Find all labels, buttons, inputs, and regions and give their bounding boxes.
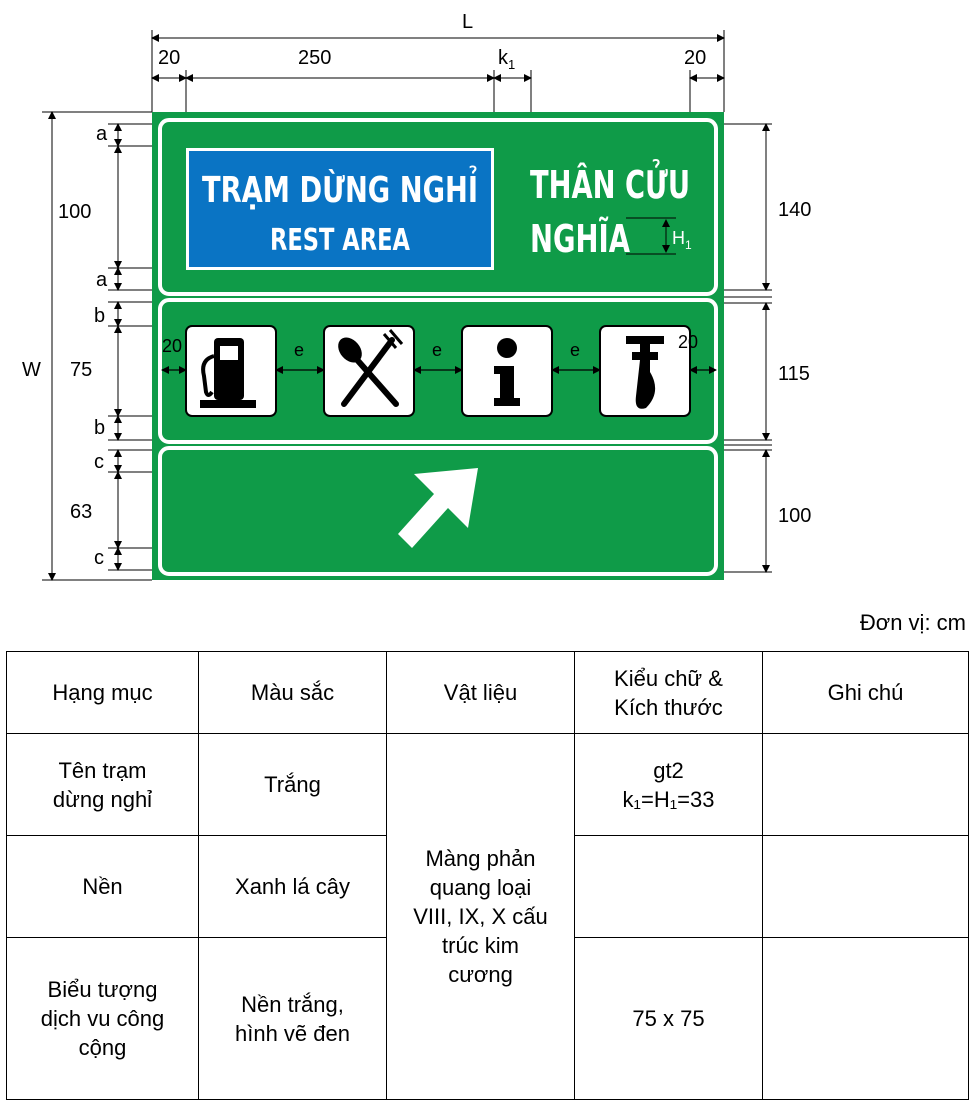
cell-text: trúc kim <box>442 933 519 958</box>
icon-spacing-e2: e <box>432 340 442 360</box>
cell-text: k₁=H₁=33 <box>622 786 715 812</box>
panel-bottom <box>158 446 718 576</box>
dim-W: W <box>22 359 41 381</box>
dim-panel3: 100 <box>778 505 811 527</box>
station-name-line1: THÂN CỬU <box>530 159 690 207</box>
dim-L: L <box>462 11 473 33</box>
road-sign: TRẠM DỪNG NGHỈ REST AREA THÂN CỬU NGHĨA … <box>152 112 724 580</box>
spec-table: Hạng mục Màu sắc Vật liệu Kiểu chữ & Kíc… <box>6 651 969 1100</box>
rest-area-subtitle: REST AREA <box>270 223 411 258</box>
cell-note <box>762 937 969 1100</box>
panel-top <box>158 118 718 296</box>
cell-font: 75 x 75 <box>574 937 763 1100</box>
dim-a-top: a <box>96 123 108 145</box>
dim-a-bottom: a <box>96 269 108 291</box>
cell-text: Nền trắng, <box>241 991 344 1017</box>
cell-color: Nền trắng, hình vẽ đen <box>198 937 387 1100</box>
sign-diagram: L 20 250 k1 20 W a 100 a b 75 b c <box>22 11 811 581</box>
header-item: Hạng mục <box>6 651 199 734</box>
fuel-pump-icon <box>185 325 277 417</box>
rest-area-box <box>189 151 491 267</box>
left-dimensions <box>42 111 152 581</box>
cell-text: dịch vu công <box>40 1006 165 1031</box>
header-color: Màu sắc <box>198 651 387 734</box>
right-dimensions <box>724 123 772 573</box>
cell-text: Biểu tượng <box>47 977 158 1002</box>
header-material: Vật liệu <box>386 651 575 734</box>
dim-c-bottom: c <box>94 547 104 569</box>
dim-right-margin: 20 <box>684 47 706 69</box>
cell-text: quang loại <box>429 875 532 900</box>
cell-item: Biểu tượng dịch vu công cộng <box>6 937 199 1100</box>
dim-c-top: c <box>94 451 104 473</box>
unit-label: Đơn vị: cm <box>859 610 966 635</box>
cell-material: Màng phản quang loại VIII, IX, X cấu trú… <box>386 733 575 1100</box>
info-icon <box>461 325 553 417</box>
h1-dimension <box>626 217 676 255</box>
icon-spacing-e1: e <box>294 340 304 360</box>
cell-note <box>762 733 969 836</box>
icon-gap-right: 20 <box>678 332 698 352</box>
cell-color: Xanh lá cây <box>198 835 387 938</box>
cell-font <box>574 835 763 938</box>
spoon-fork-icon <box>323 325 415 417</box>
top-dimensions <box>151 30 725 112</box>
cell-font: gt2 k₁=H₁=33 <box>574 733 763 836</box>
dim-b-top: b <box>94 305 105 327</box>
cell-text: VIII, IX, X cấu <box>413 904 548 929</box>
dim-row2: 75 <box>70 359 92 381</box>
cell-item: Tên trạm dừng nghỉ <box>6 733 199 836</box>
cell-text: Tên trạm <box>58 757 147 783</box>
header-font-size: Kiểu chữ & Kích thước <box>574 651 763 734</box>
dim-left-margin: 20 <box>158 47 180 69</box>
cell-text: cộng <box>78 1035 127 1060</box>
cell-text: hình vẽ đen <box>235 1020 350 1046</box>
cell-note <box>762 835 969 938</box>
header-font-line2: Kích thước <box>614 694 723 720</box>
cell-color: Trắng <box>198 733 387 836</box>
dim-panel2: 115 <box>778 363 810 385</box>
cell-text: Màng phản <box>425 846 536 871</box>
arrow-up-right-icon <box>398 468 478 548</box>
header-note: Ghi chú <box>762 651 969 734</box>
dim-b-bottom: b <box>94 417 105 439</box>
dim-row1: 100 <box>58 201 91 223</box>
dim-row3: 63 <box>70 501 92 523</box>
icon-spacing-e3: e <box>570 340 580 360</box>
table-row: Nền Xanh lá cây <box>6 835 969 938</box>
icon-gap-left: 20 <box>162 336 182 356</box>
rest-area-title: TRẠM DỪNG NGHỈ <box>202 165 478 211</box>
dim-panel1: 140 <box>778 199 811 221</box>
table-row: Biểu tượng dịch vu công cộng Nền trắng, … <box>6 937 969 1100</box>
table-header-row: Hạng mục Màu sắc Vật liệu Kiểu chữ & Kíc… <box>6 651 969 734</box>
table-row: Tên trạm dừng nghỉ Trắng Màng phản quang… <box>6 733 969 1100</box>
dim-box-width: 250 <box>298 47 331 69</box>
dim-k1: k1 <box>498 47 515 72</box>
station-name-line2: NGHĨA <box>530 217 630 261</box>
cell-text: cương <box>448 962 513 987</box>
cell-item: Nền <box>6 835 199 938</box>
header-font-line1: Kiểu chữ & <box>614 665 723 691</box>
cell-text: gt2 <box>653 757 684 783</box>
cell-text: dừng nghỉ <box>52 786 153 812</box>
wrench-icon <box>599 325 691 417</box>
h1-label: H1 <box>672 228 692 252</box>
